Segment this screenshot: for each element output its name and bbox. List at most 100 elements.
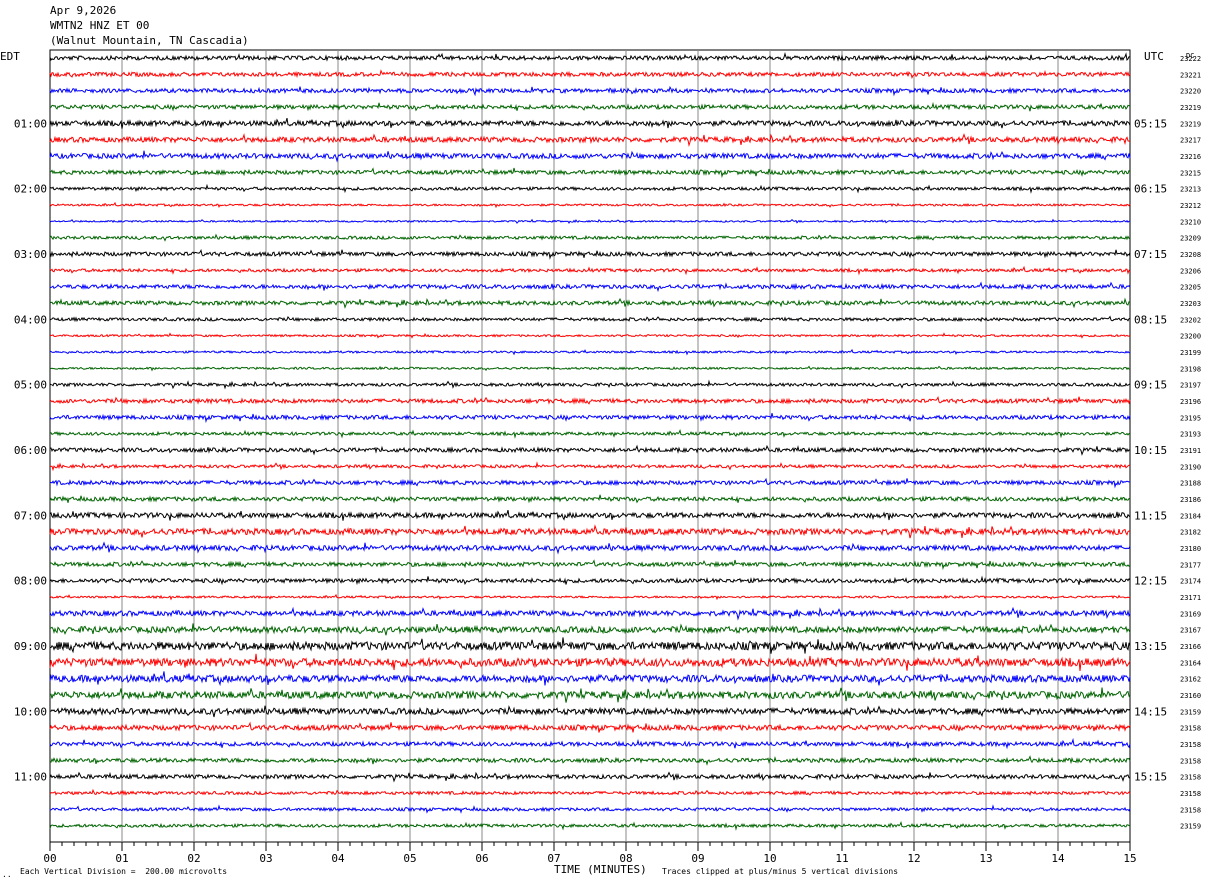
- dc-value: 23193: [1180, 431, 1201, 439]
- trace-line: [49, 637, 1131, 654]
- x-tick-label: 03: [259, 852, 272, 865]
- edt-hour-label: 11:00: [14, 771, 47, 784]
- trace-line: [49, 396, 1131, 405]
- trace-line: [49, 788, 1131, 797]
- utc-hour-label: 15:15: [1134, 771, 1167, 784]
- trace-line: [49, 461, 1131, 472]
- trace-line: [49, 133, 1131, 148]
- dc-value: 23186: [1180, 496, 1201, 504]
- dc-value: 23188: [1180, 480, 1201, 488]
- trace-line: [49, 606, 1131, 621]
- dc-value: 23158: [1180, 774, 1201, 782]
- utc-axis-title: UTC: [1144, 50, 1164, 63]
- trace-line: [49, 52, 1131, 62]
- minute-gridlines: [121, 50, 1059, 842]
- dc-value: 23198: [1180, 365, 1201, 373]
- x-tick-label: 13: [979, 852, 992, 865]
- trace-line: [50, 428, 1131, 439]
- edt-hour-label: 02:00: [14, 183, 47, 196]
- dc-value: 23182: [1180, 529, 1201, 537]
- trace-line: [50, 167, 1131, 179]
- utc-hour-label: 10:15: [1134, 444, 1167, 457]
- edt-time-labels: 01:00 02:00 03:00 04:00 05:00 06:00 07:00 08:00…: [14, 117, 47, 783]
- utc-hour-label: 14:15: [1134, 705, 1167, 718]
- trace-line: [49, 117, 1131, 129]
- dc-value: 23158: [1180, 757, 1201, 765]
- dc-value: 23195: [1180, 414, 1201, 422]
- edt-hour-label: 10:00: [14, 705, 47, 718]
- trace-line: [49, 379, 1131, 390]
- trace-line: [49, 101, 1130, 112]
- trace-line: [49, 820, 1131, 831]
- trace-line: [49, 671, 1131, 687]
- dc-value: 23197: [1180, 382, 1201, 390]
- x-tick-label: 05: [403, 852, 416, 865]
- trace-line: [49, 541, 1131, 555]
- trace-line: [49, 218, 1131, 224]
- trace-line: [49, 150, 1131, 163]
- edt-hour-label: 04:00: [14, 313, 47, 326]
- x-tick-label: 04: [331, 852, 345, 865]
- trace-line: [49, 575, 1131, 586]
- x-axis-label: TIME (MINUTES): [554, 863, 647, 876]
- x-tick-label: 10: [763, 852, 776, 865]
- trace-line: [49, 183, 1131, 194]
- dc-value: 23217: [1180, 137, 1201, 145]
- scale-note: Each Vertical Division = 200.00 microvol…: [20, 867, 228, 876]
- dc-value: 23213: [1180, 186, 1201, 194]
- trace-line: [49, 737, 1131, 750]
- utc-hour-label: 05:15: [1134, 117, 1167, 130]
- trace-line: [49, 85, 1131, 97]
- x-axis: 00 01 02 03 04 05 06 07 08 09 10 11 12 13 14 15: [43, 842, 1137, 865]
- dc-value: 23158: [1180, 806, 1201, 814]
- dc-value: 23174: [1180, 578, 1201, 586]
- x-tick-label: 12: [907, 852, 920, 865]
- x-tick-label: 14: [1051, 852, 1065, 865]
- utc-hour-label: 09:15: [1134, 379, 1167, 392]
- x-tick-label: 06: [475, 852, 488, 865]
- trace-line: [49, 705, 1131, 718]
- dc-value: 23203: [1180, 300, 1201, 308]
- dc-value: 23208: [1180, 251, 1201, 259]
- dc-value: 23180: [1180, 545, 1201, 553]
- dc-value: 23220: [1180, 88, 1201, 96]
- trace-line: [49, 297, 1131, 309]
- utc-hour-label: 06:15: [1134, 183, 1167, 196]
- trace-line: [49, 559, 1131, 571]
- trace-line: [49, 721, 1131, 733]
- trace-line: [49, 494, 1131, 504]
- plot-date: Apr 9,2026: [50, 4, 117, 17]
- dc-value: 23206: [1180, 267, 1201, 275]
- dc-value: 23210: [1180, 218, 1201, 226]
- station-id: WMTN2 HNZ ET 00: [50, 19, 150, 32]
- x-tick-label: 11: [835, 852, 848, 865]
- trace-line: [49, 233, 1131, 242]
- x-tick-label: 09: [691, 852, 704, 865]
- dc-value: 23222: [1180, 55, 1201, 63]
- trace-line: [49, 69, 1131, 80]
- dc-value: 23184: [1180, 512, 1201, 520]
- trace-line: [49, 281, 1131, 293]
- edt-hour-label: 01:00: [14, 117, 47, 130]
- trace-line: [49, 623, 1131, 636]
- trace-line: [49, 687, 1131, 703]
- dc-value: 23219: [1180, 104, 1201, 112]
- trace-line: [49, 444, 1131, 456]
- utc-time-labels: 05:15 06:15 07:15 08:15 09:15 10:15 11:15 12:15…: [1134, 117, 1167, 783]
- station-location: (Walnut Mountain, TN Cascadia): [50, 34, 249, 47]
- edt-hour-label: 03:00: [14, 248, 47, 261]
- x-tick-label: 08: [619, 852, 632, 865]
- edt-hour-label: 08:00: [14, 575, 47, 588]
- trace-line: [49, 315, 1131, 323]
- x-tick-label: 00: [43, 852, 56, 865]
- dc-value: 23159: [1180, 708, 1201, 716]
- trace-line: [49, 265, 1131, 276]
- edt-hour-label: 05:00: [14, 379, 47, 392]
- trace-line: [49, 509, 1131, 521]
- trace-line: [49, 804, 1131, 814]
- dc-value: 23164: [1180, 659, 1201, 667]
- seismic-traces: [49, 52, 1131, 831]
- trace-line: [49, 593, 1131, 601]
- edt-hour-label: 09:00: [14, 640, 47, 653]
